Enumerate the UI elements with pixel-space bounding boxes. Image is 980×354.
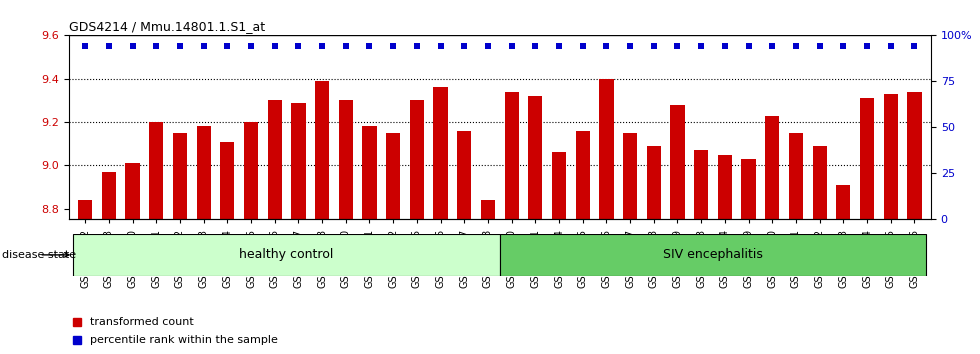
Bar xyxy=(528,96,543,354)
Bar xyxy=(197,126,211,354)
Bar xyxy=(149,122,164,354)
Text: GDS4214 / Mmu.14801.1.S1_at: GDS4214 / Mmu.14801.1.S1_at xyxy=(69,20,265,33)
Bar xyxy=(172,133,187,354)
Bar xyxy=(386,133,400,354)
Bar xyxy=(884,94,898,354)
Bar xyxy=(575,131,590,354)
FancyBboxPatch shape xyxy=(74,234,500,276)
Text: transformed count: transformed count xyxy=(90,317,194,327)
Bar xyxy=(789,133,803,354)
Text: percentile rank within the sample: percentile rank within the sample xyxy=(90,335,278,345)
Bar xyxy=(647,146,661,354)
Text: SIV encephalitis: SIV encephalitis xyxy=(663,249,763,261)
Bar xyxy=(315,81,329,354)
Bar xyxy=(220,142,234,354)
Bar xyxy=(125,163,140,354)
Bar xyxy=(742,159,756,354)
Bar xyxy=(623,133,637,354)
Bar xyxy=(78,200,92,354)
Bar xyxy=(907,92,921,354)
Bar xyxy=(363,126,376,354)
Bar xyxy=(836,185,851,354)
FancyBboxPatch shape xyxy=(500,234,926,276)
Bar xyxy=(102,172,116,354)
Bar xyxy=(410,101,424,354)
Bar xyxy=(552,152,566,354)
Bar xyxy=(505,92,518,354)
Bar xyxy=(457,131,471,354)
Bar xyxy=(268,101,282,354)
Bar xyxy=(244,122,258,354)
Text: healthy control: healthy control xyxy=(239,249,334,261)
Bar xyxy=(859,98,874,354)
Bar xyxy=(339,101,353,354)
Bar xyxy=(600,79,613,354)
Bar xyxy=(765,115,779,354)
Bar xyxy=(670,105,685,354)
Text: disease state: disease state xyxy=(2,250,76,260)
Bar xyxy=(291,103,306,354)
Bar xyxy=(694,150,709,354)
Bar xyxy=(717,154,732,354)
Bar xyxy=(812,146,827,354)
Bar xyxy=(481,200,495,354)
Bar xyxy=(433,87,448,354)
